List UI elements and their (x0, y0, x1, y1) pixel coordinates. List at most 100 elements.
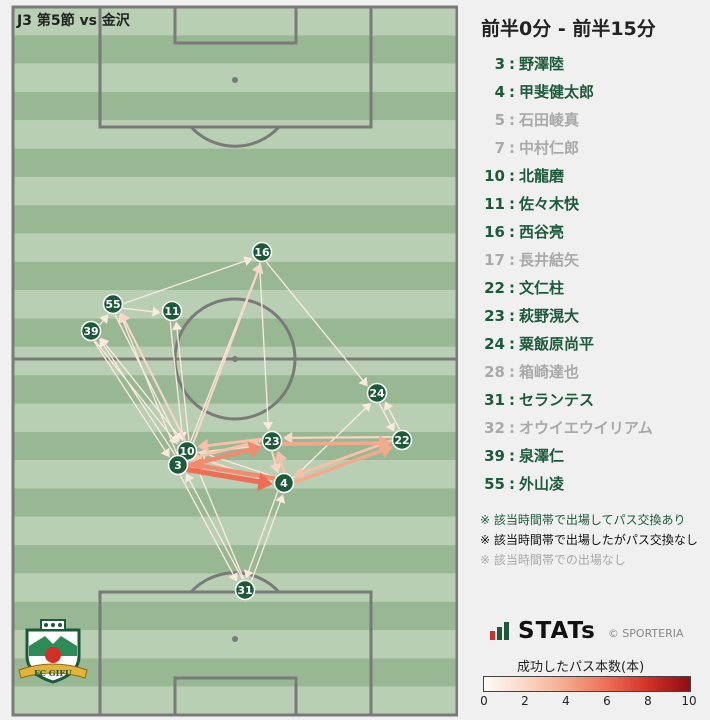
pass-arrow (93, 341, 170, 458)
player-node: 22 (391, 429, 413, 451)
colorbar-tick: 2 (521, 694, 529, 708)
roster-row: 55: 外山凌 (478, 470, 703, 498)
pitch-diagram: 16 55 11 39 24 22 23 103 4 31 (11, 5, 458, 717)
roster-row: 28: 箱崎達也 (478, 358, 703, 386)
roster-name: 粟飯原尚平 (519, 335, 595, 353)
player-node-number: 55 (105, 298, 120, 311)
player-node: 23 (261, 430, 283, 452)
legend-notes: ※ 該当時間帯で出場してパス交換あり ※ 該当時間帯で出場したがパス交換なし ※… (480, 510, 698, 570)
colorbar-tick: 6 (603, 694, 611, 708)
match-title: J3 第5節 vs 金沢 (17, 13, 130, 29)
roster-row: 22: 文仁柱 (478, 274, 703, 302)
roster-row: 4: 甲斐健太郎 (478, 78, 703, 106)
roster-name: 北龍磨 (519, 167, 565, 185)
roster-name: 中村仁郎 (519, 139, 580, 157)
player-node-number: 22 (394, 434, 409, 447)
player-node: 3 (167, 454, 189, 476)
roster-number: 55 (484, 475, 505, 493)
roster-name: オウイエウイリアム (519, 419, 653, 437)
roster-name: 石田崚真 (519, 111, 580, 129)
pass-arrow (197, 437, 263, 453)
colorbar-tick: 8 (644, 694, 652, 708)
roster-number: 17 (484, 251, 505, 269)
pass-arrow (258, 262, 274, 431)
player-node-number: 24 (369, 387, 385, 400)
roster-number: 3 (494, 55, 505, 73)
player-node: 11 (161, 300, 183, 322)
pass-arrow (243, 491, 279, 579)
roster-name: 西谷亮 (519, 223, 565, 241)
player-node-number: 23 (264, 435, 279, 448)
pass-arrow (265, 261, 368, 387)
colorbar-tick: 4 (562, 694, 570, 708)
roster-row: 16: 西谷亮 (478, 218, 703, 246)
club-logo-text: FC GIFU (34, 668, 72, 678)
roster-name: 萩野滉大 (519, 307, 580, 325)
colorbar-gradient (483, 676, 691, 692)
pass-arrow (123, 256, 253, 304)
pass-arrow (185, 467, 273, 492)
roster-row: 3: 野澤陸 (478, 50, 703, 78)
pass-arrow (171, 321, 190, 441)
pass-arrow (122, 306, 161, 317)
roster-number: 31 (484, 391, 505, 409)
roster-name: 佐々木快 (519, 195, 580, 213)
pass-arrow (187, 441, 263, 468)
roster-row: 23: 萩野滉大 (478, 302, 703, 330)
player-node: 4 (273, 472, 295, 494)
roster-name: 長井結矢 (519, 251, 580, 269)
player-node-number: 11 (164, 305, 179, 318)
note-not-played: ※ 該当時間帯での出場なし (480, 553, 626, 567)
pass-arrow (192, 263, 264, 443)
roster-number: 39 (484, 447, 505, 465)
roster-row: 32: オウイエウイリアム (478, 414, 703, 442)
pass-arrow (293, 439, 393, 480)
roster-number: 10 (484, 167, 505, 185)
roster-row: 17: 長井結矢 (478, 246, 703, 274)
roster-number: 28 (484, 363, 505, 381)
pass-arrow (179, 475, 238, 582)
roster-name: 野澤陸 (519, 55, 565, 73)
pass-arrow (99, 338, 176, 455)
roster-name: セランテス (519, 391, 595, 409)
player-node: 39 (80, 320, 102, 342)
roster-name: 泉澤仁 (519, 447, 565, 465)
roster-number: 22 (484, 279, 505, 297)
roster-name: 文仁柱 (519, 279, 565, 297)
pass-arrow (99, 314, 109, 326)
stats-brand: STATs © SPORTERIA (490, 618, 684, 644)
roster-row: 5: 石田崚真 (478, 106, 703, 134)
roster-number: 32 (484, 419, 505, 437)
player-node-number: 16 (254, 246, 270, 259)
player-node-number: 3 (174, 459, 182, 472)
colorbar-tick: 0 (480, 694, 488, 708)
pass-arrow (378, 403, 395, 432)
note-played-no-passes: ※ 該当時間帯で出場したがパス交換なし (480, 533, 698, 547)
roster-number: 24 (484, 335, 505, 353)
pass-arrow (119, 312, 186, 441)
roster-number: 11 (484, 195, 505, 213)
colorbar-title: 成功したパス本数(本) (517, 660, 645, 675)
roster-name: 箱崎達也 (519, 363, 580, 381)
roster-row: 7: 中村仁郎 (478, 134, 703, 162)
roster-name: 外山凌 (519, 475, 565, 493)
colorbar-tick: 10 (681, 694, 697, 708)
player-node-number: 31 (237, 584, 252, 597)
player-node-number: 4 (280, 477, 288, 490)
credit-text: © SPORTERIA (607, 626, 684, 640)
period-title: 前半0分 - 前半15分 (481, 18, 656, 40)
pass-arrow (282, 431, 393, 444)
pass-arrow (384, 401, 401, 430)
roster-number: 23 (484, 307, 505, 325)
pass-arrow (250, 494, 286, 582)
note-played-with-passes: ※ 該当時間帯で出場してパス交換あり (480, 513, 686, 527)
roster-name: 甲斐健太郎 (519, 83, 595, 101)
roster-row: 31: セランテス (478, 386, 703, 414)
club-logo: FC GIFU (18, 619, 88, 684)
roster-row: 10: 北龍磨 (478, 162, 703, 190)
pass-arrow (185, 473, 244, 580)
player-roster: 3: 野澤陸 4: 甲斐健太郎 5: 石田崚真 7: 中村仁郎 10: 北龍磨 11: 佐々… (478, 50, 703, 498)
pass-arrow (94, 340, 178, 445)
roster-number: 7 (494, 139, 505, 157)
stats-logo-icon (490, 622, 509, 640)
